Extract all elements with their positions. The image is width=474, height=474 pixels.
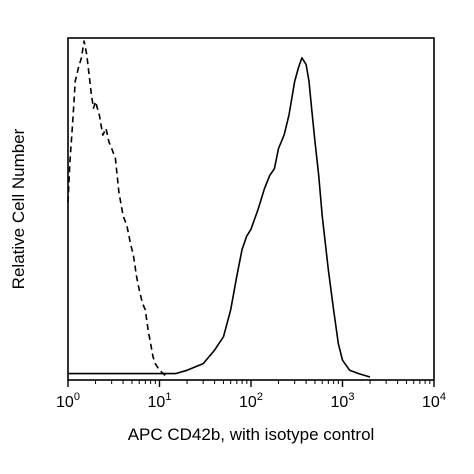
- y-axis-label: Relative Cell Number: [9, 128, 28, 289]
- series-layer: [67, 40, 371, 378]
- x-axis-ticks: 100 101 102 103 104: [56, 380, 446, 411]
- plot-frame: [67, 37, 435, 381]
- x-tick-label: 104: [422, 391, 446, 411]
- x-tick-label: 100: [56, 391, 80, 411]
- isotype-control-histogram-line: [67, 40, 168, 378]
- x-tick-label: 102: [239, 391, 263, 411]
- x-tick-label: 101: [148, 391, 172, 411]
- cd42b-histogram-line: [68, 56, 371, 378]
- x-axis-label: APC CD42b, with isotype control: [128, 425, 375, 444]
- x-tick-label: 103: [331, 391, 355, 411]
